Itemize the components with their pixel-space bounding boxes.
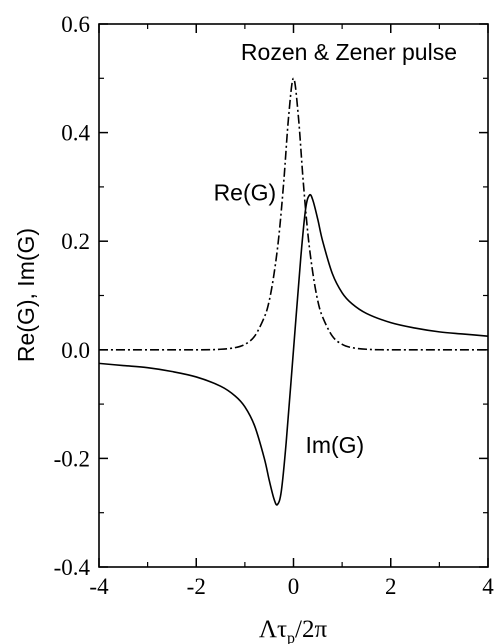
annotations-group: Re(G) Im(G)	[214, 179, 365, 457]
series-group	[98, 77, 489, 506]
y-tick-label: 0.4	[61, 121, 90, 146]
x-axis-label: Λτp/2π	[259, 616, 328, 644]
chart-title: Rozen & Zener pulse	[241, 39, 457, 65]
y-tick-label: 0.2	[61, 229, 90, 254]
x-axis-label-subscript: p	[287, 630, 295, 644]
plot-frame	[98, 23, 489, 568]
x-tick-label: -2	[187, 574, 206, 599]
x-tick-label: -4	[89, 574, 109, 599]
series-line-re-g	[98, 77, 489, 351]
series-annotation: Re(G)	[214, 179, 277, 205]
y-tick-label: -0.4	[54, 555, 91, 580]
y-tick-label: 0.0	[61, 338, 90, 363]
y-tick-label: -0.2	[54, 446, 90, 471]
axis-ticks	[98, 23, 489, 568]
series-annotation: Im(G)	[305, 432, 364, 458]
x-tick-label: 2	[385, 574, 397, 599]
y-tick-label: 0.6	[61, 12, 90, 37]
x-tick-label: 4	[482, 574, 494, 599]
y-axis-label: Re(G), Im(G)	[13, 228, 39, 362]
x-tick-label: 0	[288, 574, 300, 599]
axis-tick-labels: -4 -2 0 2 4 -0.4 -0.2 0.0 0.2 0.4 0.6	[54, 12, 495, 599]
series-line-im-g	[98, 193, 489, 506]
x-axis-label-tail: /2π	[295, 616, 327, 643]
x-axis-label-main: Λτ	[259, 616, 287, 643]
